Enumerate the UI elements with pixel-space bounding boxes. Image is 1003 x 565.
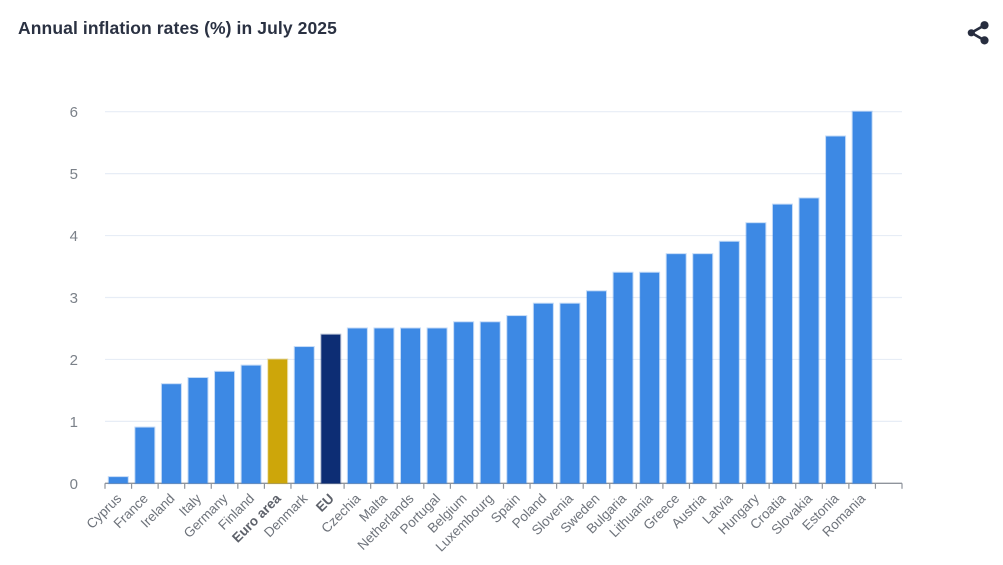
share-icon: [967, 21, 989, 45]
bar-luxembourg[interactable]: [479, 321, 501, 485]
share-button[interactable]: [964, 19, 992, 47]
y-axis-label: 1: [70, 414, 78, 431]
bar-sweden[interactable]: [585, 290, 607, 485]
bar-slovenia[interactable]: [559, 302, 581, 485]
bar-hungary[interactable]: [745, 222, 767, 485]
y-axis-label: 4: [70, 228, 78, 245]
bar-czechia[interactable]: [346, 327, 368, 485]
bar-finland[interactable]: [240, 364, 262, 485]
bar-malta[interactable]: [373, 327, 395, 485]
y-axis-label: 6: [70, 104, 78, 121]
bar-estonia[interactable]: [825, 135, 847, 485]
bar-slovakia[interactable]: [798, 197, 820, 485]
bar-france[interactable]: [134, 426, 156, 485]
bar-netherlands[interactable]: [400, 327, 422, 485]
bar-italy[interactable]: [187, 377, 209, 485]
bar-germany[interactable]: [214, 370, 236, 485]
y-axis-label: 3: [70, 290, 78, 307]
bar-ireland[interactable]: [160, 383, 182, 485]
y-axis-label: 2: [70, 352, 78, 369]
bar-austria[interactable]: [692, 253, 714, 485]
bar-greece[interactable]: [665, 253, 687, 485]
chart-title: Annual inflation rates (%) in July 2025: [18, 18, 337, 38]
y-axis-label: 0: [70, 476, 78, 493]
bar-latvia[interactable]: [718, 240, 740, 485]
bar-romania[interactable]: [851, 110, 873, 485]
bar-denmark[interactable]: [293, 346, 315, 485]
bar-belgium[interactable]: [453, 321, 475, 485]
bar-poland[interactable]: [532, 302, 554, 485]
bar-bulgaria[interactable]: [612, 271, 634, 485]
bar-portugal[interactable]: [426, 327, 448, 485]
bar-croatia[interactable]: [771, 203, 793, 485]
bar-spain[interactable]: [506, 315, 528, 485]
bar-eu[interactable]: [320, 333, 342, 485]
bar-euro-area[interactable]: [267, 358, 289, 485]
bar-lithuania[interactable]: [639, 271, 661, 485]
y-axis-label: 5: [70, 166, 78, 183]
bar-cyprus[interactable]: [107, 476, 129, 485]
